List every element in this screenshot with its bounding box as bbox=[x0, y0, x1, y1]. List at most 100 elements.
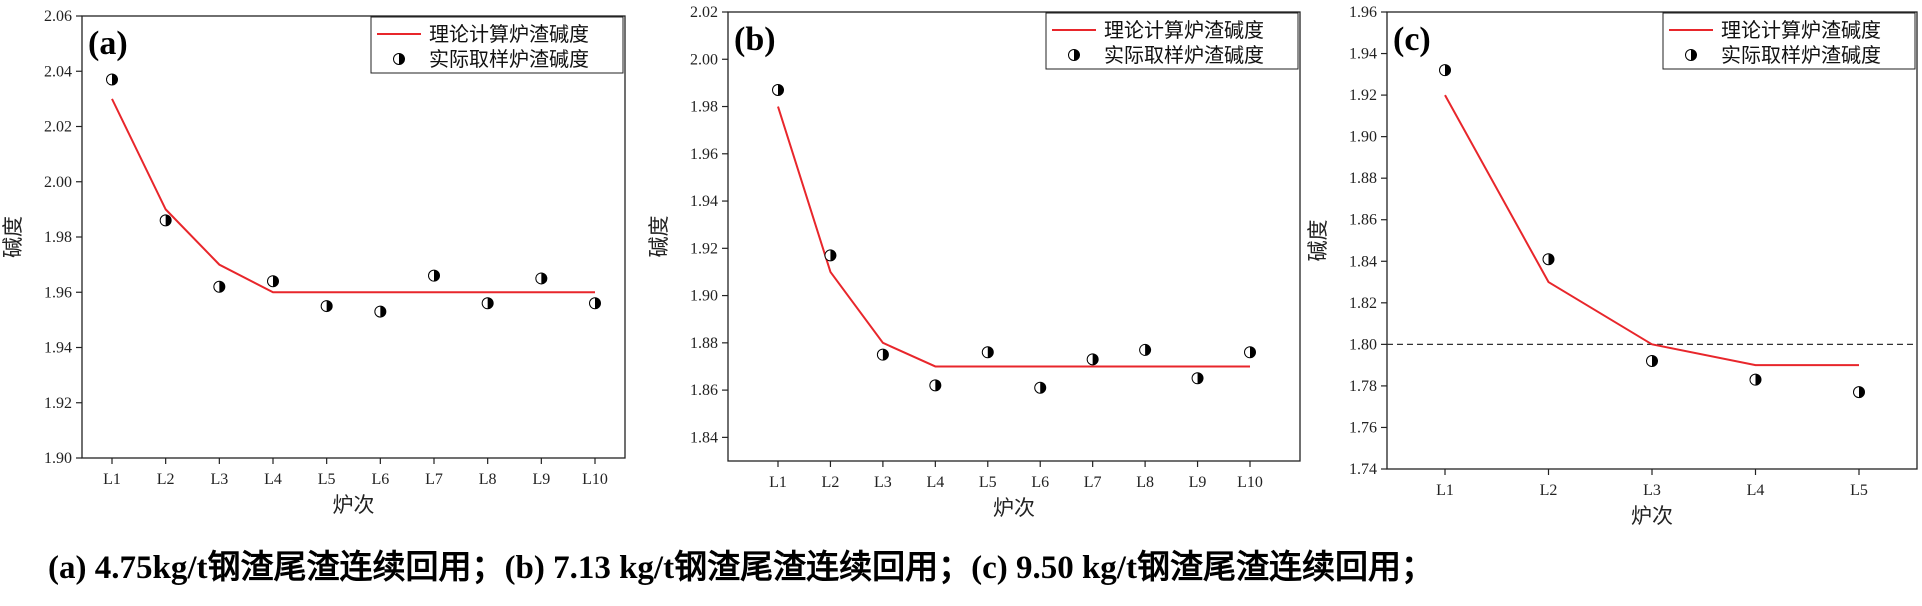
sample-point-fill bbox=[165, 214, 172, 226]
sample-point-fill bbox=[778, 84, 784, 96]
legend-entry: 实际取样炉渣碱度 bbox=[429, 47, 589, 71]
x-tick-label: L4 bbox=[1747, 482, 1765, 499]
sample-point-fill bbox=[1250, 346, 1256, 358]
legend-entry: 理论计算炉渣碱度 bbox=[1104, 18, 1264, 42]
x-tick-label: L1 bbox=[1436, 482, 1454, 499]
y-tick-label: 1.76 bbox=[1349, 419, 1377, 436]
theoretical-line bbox=[111, 98, 595, 294]
sample-point-fill bbox=[1092, 353, 1099, 365]
legend-point-swatch-fill bbox=[399, 53, 405, 65]
x-tick-label: L8 bbox=[1136, 474, 1154, 491]
sample-point-fill bbox=[1445, 64, 1451, 76]
chart-figure: 1.90 1.92 1.94 1.96 1.98 2.00 2.02 2.04 2.06 L1 L2… bbox=[1, 4, 1918, 528]
x-tick-label: L5 bbox=[1850, 482, 1868, 499]
y-tick-label: 1.92 bbox=[44, 395, 72, 412]
y-tick-label: 1.94 bbox=[1349, 46, 1377, 63]
x-tick-label: L1 bbox=[103, 471, 121, 488]
figure-caption: (a) 4.75kg/t钢渣尾渣连续回用；(b) 7.13 kg/t钢渣尾渣连续… bbox=[48, 550, 1434, 586]
y-tick-label: 1.78 bbox=[1349, 378, 1377, 395]
sample-point bbox=[1646, 354, 1658, 367]
y-tick-label: 1.94 bbox=[44, 340, 72, 357]
legend-point-swatch-fill bbox=[1074, 49, 1080, 61]
x-tick-label: L2 bbox=[1540, 482, 1558, 499]
x-tick-label: L3 bbox=[874, 474, 892, 491]
sample-point bbox=[535, 272, 548, 285]
x-tick-label: L4 bbox=[926, 474, 944, 491]
x-tick-label: L1 bbox=[769, 474, 787, 491]
legend-box bbox=[1662, 12, 1916, 70]
y-tick-label: 2.02 bbox=[690, 4, 718, 21]
y-tick-label: 1.74 bbox=[1349, 461, 1377, 478]
x-tick-label: L2 bbox=[822, 474, 840, 491]
y-tick-label: 1.88 bbox=[1349, 170, 1377, 187]
sample-point-fill bbox=[434, 270, 440, 282]
x-tick-label: L6 bbox=[371, 471, 389, 488]
sample-point bbox=[876, 348, 889, 361]
x-axis-label: 炉次 bbox=[993, 496, 1035, 520]
x-tick-label: L10 bbox=[1237, 474, 1263, 491]
theoretical-line bbox=[1444, 94, 1859, 367]
y-tick-label: 1.96 bbox=[690, 146, 718, 163]
y-tick-label: 1.86 bbox=[690, 382, 718, 399]
plot-frame bbox=[81, 15, 626, 459]
sample-point bbox=[320, 300, 333, 313]
y-tick-label: 2.04 bbox=[44, 63, 72, 80]
sample-point bbox=[1853, 386, 1865, 399]
sample-point-fill bbox=[273, 275, 279, 287]
y-axis-label: 碱度 bbox=[647, 216, 671, 258]
y-axis-label: 碱度 bbox=[1, 216, 25, 258]
sample-point bbox=[213, 280, 226, 293]
sample-point-fill bbox=[987, 346, 994, 358]
sample-point bbox=[1749, 373, 1762, 386]
sample-point-fill bbox=[1548, 253, 1555, 265]
panel-label: (b) bbox=[734, 21, 776, 58]
y-tick-label: 2.00 bbox=[44, 174, 72, 191]
legend-point-swatch-fill bbox=[1691, 49, 1697, 61]
y-tick-label: 1.82 bbox=[1349, 295, 1377, 312]
theoretical-line bbox=[777, 106, 1250, 368]
sample-point bbox=[1191, 372, 1204, 385]
sample-point bbox=[1086, 353, 1099, 366]
x-tick-label: L3 bbox=[1643, 482, 1661, 499]
chart-panel-3: 1.74 1.76 1.78 1.80 1.82 1.84 1.86 1.88 1.90 1.92… bbox=[1306, 4, 1918, 528]
sample-point-fill bbox=[112, 74, 118, 86]
x-tick-label: L7 bbox=[1084, 474, 1102, 491]
sample-point-fill bbox=[882, 349, 889, 361]
legend-entry: 理论计算炉渣碱度 bbox=[429, 22, 589, 46]
sample-point-fill bbox=[1197, 372, 1204, 384]
y-tick-label: 1.88 bbox=[690, 335, 718, 352]
panel-label: (a) bbox=[88, 25, 128, 62]
sample-point bbox=[1034, 381, 1047, 394]
legend-entry: 实际取样炉渣碱度 bbox=[1104, 43, 1264, 67]
x-tick-label: L5 bbox=[979, 474, 997, 491]
x-axis-label: 炉次 bbox=[1631, 504, 1673, 528]
y-tick-label: 2.00 bbox=[690, 51, 718, 68]
sample-point bbox=[1139, 343, 1152, 356]
sample-point-fill bbox=[1145, 344, 1151, 356]
sample-point-fill bbox=[219, 281, 225, 293]
y-tick-label: 1.96 bbox=[1349, 4, 1377, 21]
sample-point bbox=[589, 297, 601, 310]
sample-point bbox=[1542, 253, 1555, 266]
chart-panel-1: 1.90 1.92 1.94 1.96 1.98 2.00 2.02 2.04 2.06 L1 L2… bbox=[1, 8, 626, 517]
legend-box bbox=[1045, 12, 1299, 70]
x-tick-label: L8 bbox=[479, 471, 497, 488]
sample-point-fill bbox=[541, 272, 547, 284]
sample-point bbox=[159, 214, 172, 227]
y-tick-label: 1.98 bbox=[44, 229, 72, 246]
chart-panel-2: 1.84 1.86 1.88 1.90 1.92 1.94 1.96 1.98 2.00 2.02… bbox=[647, 4, 1301, 520]
x-tick-label: L7 bbox=[425, 471, 443, 488]
x-tick-label: L5 bbox=[318, 471, 336, 488]
sample-point bbox=[267, 275, 279, 288]
sample-point bbox=[824, 249, 837, 262]
x-tick-label: L9 bbox=[1189, 474, 1207, 491]
sample-point bbox=[1439, 64, 1451, 77]
y-tick-label: 1.96 bbox=[44, 284, 72, 301]
y-tick-label: 1.98 bbox=[690, 99, 718, 116]
y-tick-label: 1.90 bbox=[44, 450, 72, 467]
sample-point bbox=[929, 379, 942, 392]
x-tick-label: L10 bbox=[582, 471, 608, 488]
